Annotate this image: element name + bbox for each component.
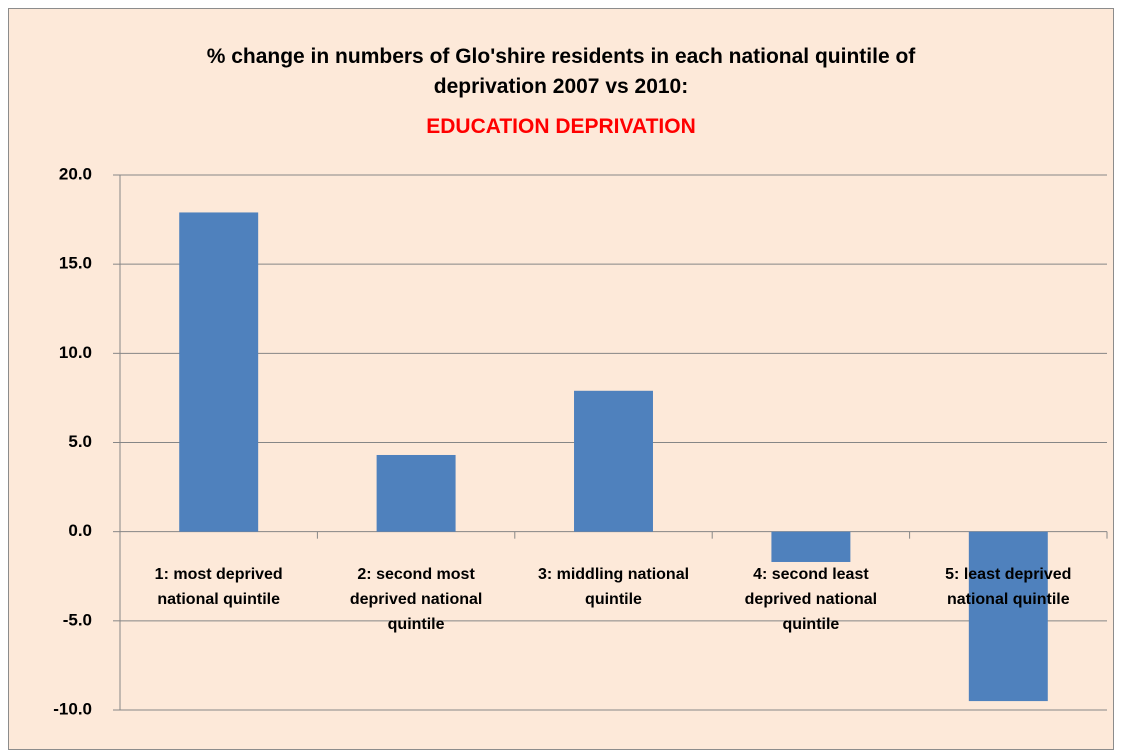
y-tick-label: 5.0 — [68, 432, 92, 451]
y-tick-label: 15.0 — [59, 254, 92, 273]
bar — [771, 531, 851, 562]
x-tick-label: 3: middling national quintile — [537, 566, 690, 608]
bar — [179, 212, 259, 532]
y-tick-label: -10.0 — [53, 699, 92, 718]
chart-subtitle: EDUCATION DEPRIVATION — [426, 115, 696, 138]
x-tick-label: 1: most deprived national quintile — [154, 566, 283, 608]
y-tick-label: 10.0 — [59, 343, 92, 362]
bar — [574, 390, 653, 532]
bar — [376, 454, 456, 532]
chart: -10.0 -5.0 0.0 5.0 10.0 15.0 20.0 — [53, 164, 1108, 718]
bar — [968, 531, 1048, 702]
x-tick-label: 5: least deprived national quintile — [945, 566, 1072, 608]
y-tick-label: 0.0 — [68, 521, 92, 540]
x-tick-label: 2: second most deprived national quintil… — [349, 566, 483, 633]
y-tick-label: -5.0 — [63, 610, 92, 629]
chart-title: % change in numbers of Glo'shire residen… — [206, 45, 916, 98]
y-tick-label: 20.0 — [59, 164, 92, 183]
x-tick-label: 4: second least deprived national quinti… — [744, 566, 878, 633]
